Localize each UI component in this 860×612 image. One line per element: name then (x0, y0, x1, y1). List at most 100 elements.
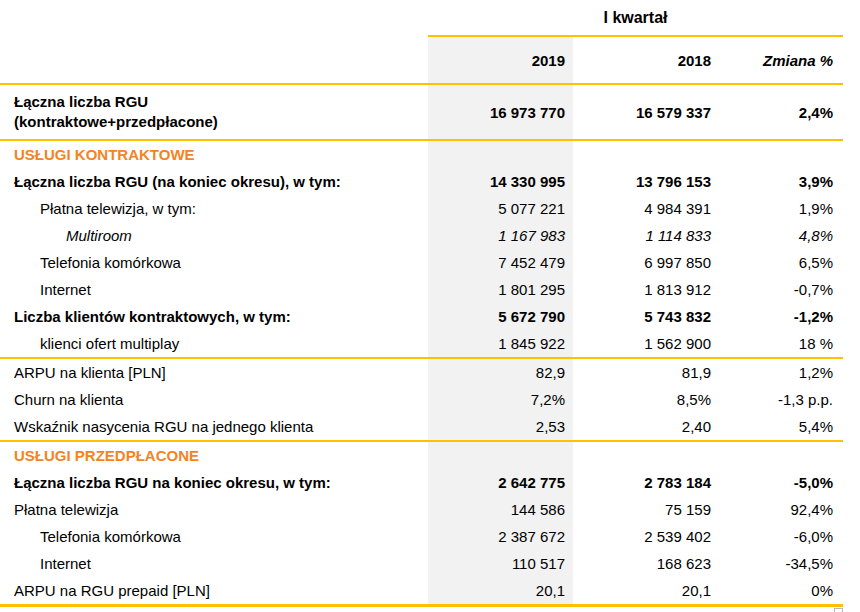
value-2018: 1 114 833 (573, 222, 719, 249)
row-label: Churn na klienta (0, 386, 428, 413)
value-2018 (573, 141, 719, 168)
row-label: Internet (0, 276, 428, 303)
table-row: Telefonia komórkowa7 452 4796 997 8506,5… (0, 249, 843, 276)
value-2019: 2,53 (428, 413, 573, 440)
value-2019: 5 672 790 (428, 303, 573, 330)
value-2018: 8,5% (573, 386, 719, 413)
resize-handle[interactable] (834, 608, 843, 612)
col-header-2018: 2018 (573, 37, 719, 83)
row-label: Wskaźnik nasycenia RGU na jednego klient… (0, 413, 428, 440)
row-label: ARPU na klienta [PLN] (0, 359, 428, 386)
value-2019: 2 642 775 (428, 469, 573, 496)
value-2018 (573, 442, 719, 469)
value-change: 2,4% (719, 85, 843, 139)
value-2018: 2 539 402 (573, 523, 719, 550)
value-2019: 1 801 295 (428, 276, 573, 303)
section-header-row: USŁUGI PRZEDPŁACONE (0, 442, 843, 469)
period-title: I kwartał (428, 0, 843, 37)
value-change: -1,3 p.p. (719, 386, 843, 413)
value-2019: 1 845 922 (428, 330, 573, 357)
value-change: -1,2% (719, 303, 843, 330)
value-2019: 1 167 983 (428, 222, 573, 249)
table-row: Telefonia komórkowa2 387 6722 539 402-6,… (0, 523, 843, 550)
value-2018: 6 997 850 (573, 249, 719, 276)
value-2018: 20,1 (573, 577, 719, 604)
row-label: Telefonia komórkowa (0, 249, 428, 276)
value-2018: 1 562 900 (573, 330, 719, 357)
value-2018: 2,40 (573, 413, 719, 440)
value-change: -6,0% (719, 523, 843, 550)
value-change (719, 442, 843, 469)
value-change: 18 % (719, 330, 843, 357)
col-header-change: Zmiana % (719, 37, 843, 83)
value-2019: 2 387 672 (428, 523, 573, 550)
row-label: Internet (0, 550, 428, 577)
rgu-kpi-table: I kwartał 2019 2018 Zmiana % Łączna licz… (0, 0, 843, 607)
value-change: 92,4% (719, 496, 843, 523)
value-2018: 4 984 391 (573, 195, 719, 222)
value-change: 1,9% (719, 195, 843, 222)
value-change: -0,7% (719, 276, 843, 303)
col-header-2019: 2019 (428, 37, 573, 83)
value-2018: 1 813 912 (573, 276, 719, 303)
value-2018: 75 159 (573, 496, 719, 523)
table-row: Łączna liczba RGU na koniec okresu, w ty… (0, 469, 843, 496)
value-2019 (428, 141, 573, 168)
value-2019: 7 452 479 (428, 249, 573, 276)
table-row: Płatna telewizja144 58675 15992,4% (0, 496, 843, 523)
row-label: Multiroom (0, 222, 428, 249)
table-row: Internet1 801 2951 813 912-0,7% (0, 276, 843, 303)
section-title: USŁUGI PRZEDPŁACONE (0, 442, 428, 469)
table-row: Churn na klienta7,2%8,5%-1,3 p.p. (0, 386, 843, 413)
value-change: 0% (719, 577, 843, 604)
row-label: ARPU na RGU prepaid [PLN] (0, 577, 428, 604)
value-change: 4,8% (719, 222, 843, 249)
value-2019 (428, 442, 573, 469)
value-2018: 168 623 (573, 550, 719, 577)
value-change: 3,9% (719, 168, 843, 195)
table-row: Internet110 517168 623-34,5% (0, 550, 843, 577)
row-label: Płatna telewizja (0, 496, 428, 523)
value-2019: 82,9 (428, 359, 573, 386)
table-row: klienci ofert multiplay1 845 9221 562 90… (0, 330, 843, 359)
table-row: Multiroom1 167 9831 114 8334,8% (0, 222, 843, 249)
column-header-row: 2019 2018 Zmiana % (0, 37, 843, 85)
value-2018: 16 579 337 (573, 85, 719, 139)
period-spacer (0, 0, 428, 37)
table-body: Łączna liczba RGU (kontraktowe+przedpłac… (0, 85, 843, 607)
value-2019: 14 330 995 (428, 168, 573, 195)
value-2018: 5 743 832 (573, 303, 719, 330)
table-row: Łączna liczba RGU (na koniec okresu), w … (0, 168, 843, 195)
row-label: Telefonia komórkowa (0, 523, 428, 550)
value-change: 1,2% (719, 359, 843, 386)
row-label: Płatna telewizja, w tym: (0, 195, 428, 222)
value-2019: 110 517 (428, 550, 573, 577)
table-row: Liczba klientów kontraktowych, w tym:5 6… (0, 303, 843, 330)
row-label: klienci ofert multiplay (0, 330, 428, 357)
section-header-row: USŁUGI KONTRAKTOWE (0, 141, 843, 168)
table-row: Płatna telewizja, w tym:5 077 2214 984 3… (0, 195, 843, 222)
value-change (719, 141, 843, 168)
row-label: Łączna liczba RGU (na koniec okresu), w … (0, 168, 428, 195)
value-change: -5,0% (719, 469, 843, 496)
value-change: 6,5% (719, 249, 843, 276)
row-label: Liczba klientów kontraktowych, w tym: (0, 303, 428, 330)
value-2019: 7,2% (428, 386, 573, 413)
table-row: Łączna liczba RGU (kontraktowe+przedpłac… (0, 85, 843, 141)
value-change: 5,4% (719, 413, 843, 440)
row-label: Łączna liczba RGU (kontraktowe+przedpłac… (0, 85, 428, 139)
value-change: -34,5% (719, 550, 843, 577)
value-2018: 13 796 153 (573, 168, 719, 195)
value-2019: 144 586 (428, 496, 573, 523)
row-label: Łączna liczba RGU na koniec okresu, w ty… (0, 469, 428, 496)
period-header-row: I kwartał (0, 0, 843, 37)
table-row: Wskaźnik nasycenia RGU na jednego klient… (0, 413, 843, 442)
value-2019: 20,1 (428, 577, 573, 604)
table-row: ARPU na RGU prepaid [PLN]20,120,10% (0, 577, 843, 607)
table-row: ARPU na klienta [PLN]82,981,91,2% (0, 359, 843, 386)
value-2018: 81,9 (573, 359, 719, 386)
section-title: USŁUGI KONTRAKTOWE (0, 141, 428, 168)
value-2018: 2 783 184 (573, 469, 719, 496)
value-2019: 16 973 770 (428, 85, 573, 139)
label-column-header (0, 37, 428, 83)
